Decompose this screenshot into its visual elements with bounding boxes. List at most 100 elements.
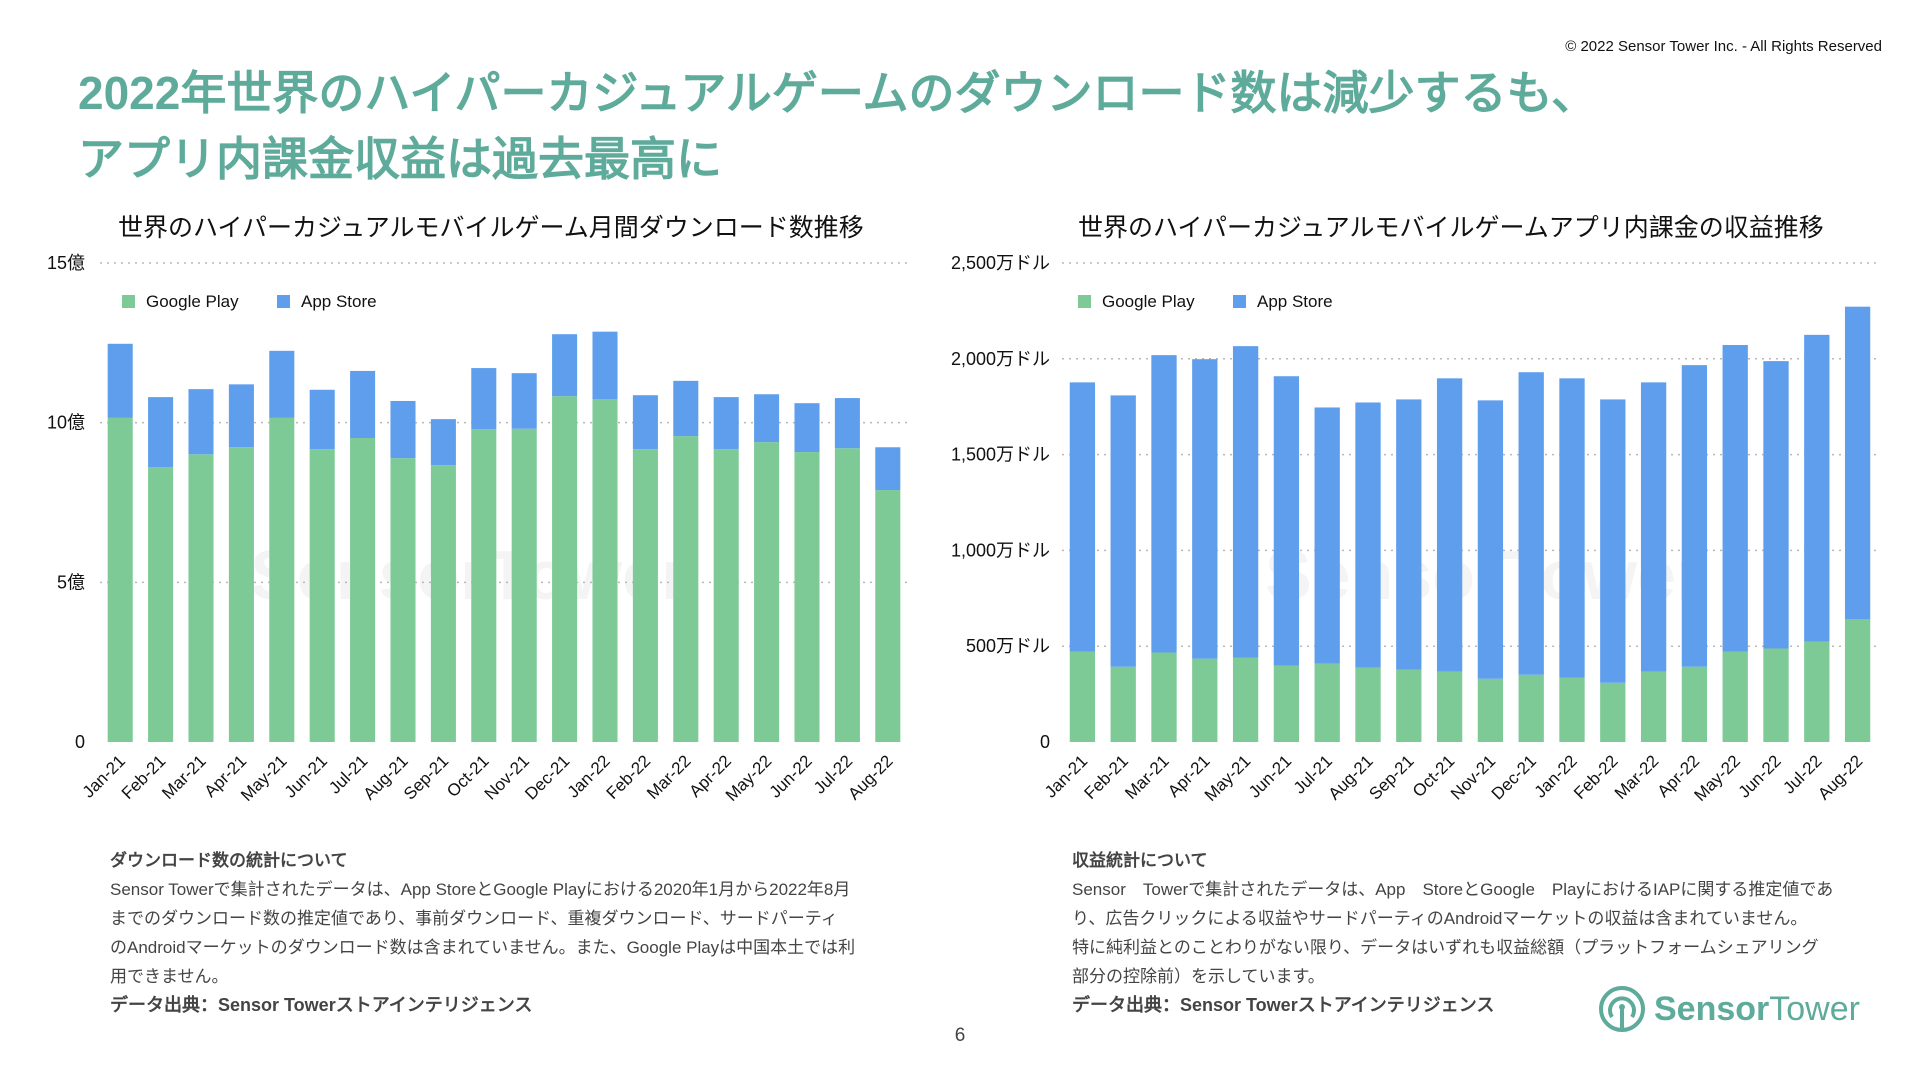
bar-google-play — [834, 448, 860, 742]
bar-app-store — [269, 350, 295, 418]
bar-app-store — [188, 389, 214, 455]
y-tick-label: 1,500万ドル — [951, 445, 1050, 465]
x-tick-label: May-21 — [237, 751, 291, 805]
bar-google-play — [592, 399, 618, 742]
bar-google-play — [1763, 648, 1789, 742]
bar-app-store — [592, 331, 618, 400]
downloads-note-line: までのダウンロード数の推定値であり、事前ダウンロード、重複ダウンロード、サードパ… — [110, 909, 838, 928]
bar-google-play — [430, 465, 456, 742]
legend-swatch-app-store — [1233, 295, 1246, 308]
legend-label: App Store — [1257, 292, 1333, 311]
x-tick-label: Nov-21 — [481, 751, 533, 803]
x-tick-label: May-22 — [1691, 751, 1745, 805]
bar-app-store — [1640, 382, 1667, 672]
legend-swatch-google-play — [1078, 295, 1091, 308]
y-tick-label: 10億 — [47, 413, 85, 433]
bar-app-store — [1600, 399, 1626, 683]
page-number: 6 — [954, 1025, 966, 1046]
y-tick-label: 15億 — [47, 253, 85, 273]
bar-google-play — [1436, 671, 1463, 742]
y-tick-label: 0 — [1040, 732, 1050, 752]
downloads-chart-title: 世界のハイパーカジュアルモバイルゲーム月間ダウンロード数推移 — [118, 214, 864, 242]
bar-google-play — [309, 449, 335, 742]
bar-google-play — [1844, 619, 1871, 742]
x-tick-label: Jun-22 — [766, 751, 816, 801]
bar-google-play — [1069, 651, 1096, 742]
bar-google-play — [390, 458, 416, 742]
bar-google-play — [350, 437, 376, 742]
x-tick-label: May-22 — [722, 751, 776, 805]
x-tick-label: Feb-21 — [1080, 751, 1132, 803]
bar-google-play — [1640, 671, 1667, 742]
x-tick-label: May-21 — [1201, 751, 1255, 805]
bar-app-store — [1844, 306, 1871, 620]
downloads-note: ダウンロード数の統計について Sensor Towerで集計されたデータは、Ap… — [110, 846, 855, 1020]
bar-app-store — [1722, 345, 1748, 652]
sensor-tower-logo-icon — [1599, 986, 1645, 1032]
x-tick-label: Aug-21 — [360, 751, 412, 803]
bar-google-play — [754, 442, 780, 742]
bar-google-play — [1273, 665, 1300, 742]
x-tick-label: Dec-21 — [1488, 751, 1540, 803]
bar-app-store — [1436, 378, 1463, 672]
legend-label: Google Play — [1102, 292, 1195, 311]
x-tick-label: Mar-22 — [1611, 751, 1663, 803]
bar-google-play — [673, 436, 699, 742]
bar-google-play — [1722, 651, 1748, 742]
revenue-note-line: 特に純利益とのことわりがない限り、データはいずれも収益総額（プラットフォームシェ… — [1072, 938, 1819, 957]
y-tick-label: 2,500万ドル — [951, 253, 1050, 273]
downloads-note-heading: ダウンロード数の統計について — [110, 851, 348, 870]
bar-google-play — [511, 428, 537, 742]
bar-google-play — [632, 449, 658, 742]
bar-app-store — [794, 403, 820, 453]
bar-google-play — [1518, 674, 1544, 742]
bar-app-store — [1681, 365, 1708, 667]
bar-google-play — [1559, 677, 1585, 742]
bar-google-play — [875, 490, 901, 742]
bar-google-play — [1804, 641, 1830, 742]
bar-app-store — [430, 419, 456, 466]
bar-app-store — [1518, 372, 1544, 675]
bar-app-store — [350, 370, 376, 438]
bar-app-store — [390, 400, 416, 459]
revenue-chart-title: 世界のハイパーカジュアルモバイルゲームアプリ内課金の収益推移 — [1078, 214, 1824, 242]
bar-app-store — [148, 397, 174, 468]
x-tick-label: Jun-21 — [281, 751, 331, 801]
bar-app-store — [309, 389, 335, 450]
downloads-note-line: Sensor Towerで集計されたデータは、App StoreとGoogle … — [110, 880, 851, 899]
logo-text: SensorTower — [1654, 989, 1860, 1028]
bar-google-play — [1151, 652, 1177, 742]
downloads-note-line: のAndroidマーケットのダウンロード数は含まれていません。また、Google… — [110, 938, 856, 957]
bar-google-play — [269, 417, 295, 742]
bar-app-store — [552, 334, 578, 397]
bar-google-play — [1477, 678, 1504, 742]
legend-label: Google Play — [146, 292, 239, 311]
page-title: 2022年世界のハイパーカジュアルゲームのダウンロード数は減少するも、 アプリ内… — [78, 60, 1597, 192]
x-tick-label: Feb-22 — [1570, 751, 1622, 803]
bar-app-store — [107, 343, 133, 418]
copyright: © 2022 Sensor Tower Inc. - All Rights Re… — [1565, 38, 1882, 55]
y-tick-label: 0 — [75, 732, 85, 752]
bar-app-store — [1110, 395, 1136, 667]
x-tick-label: Jun-21 — [1245, 751, 1295, 801]
legend-swatch-google-play — [122, 295, 135, 308]
bar-app-store — [511, 373, 537, 429]
bar-app-store — [834, 398, 860, 449]
x-tick-label: Sep-21 — [1365, 751, 1417, 803]
bar-app-store — [1232, 346, 1259, 658]
x-tick-label: Jun-22 — [1735, 751, 1785, 801]
bar-google-play — [1355, 667, 1381, 742]
bar-google-play — [1600, 682, 1626, 742]
downloads-note-line: 用できません。 — [110, 967, 229, 986]
revenue-note-heading: 収益統計について — [1072, 851, 1208, 870]
legend-label: App Store — [301, 292, 377, 311]
bar-app-store — [673, 380, 699, 437]
revenue-note-source: データ出典：Sensor Towerストアインテリジェンス — [1072, 995, 1495, 1015]
bar-app-store — [1559, 378, 1585, 678]
bar-app-store — [1069, 382, 1096, 652]
bar-app-store — [1477, 400, 1504, 679]
bar-app-store — [1763, 361, 1789, 649]
bar-app-store — [1273, 376, 1300, 666]
y-tick-label: 1,000万ドル — [951, 540, 1050, 560]
